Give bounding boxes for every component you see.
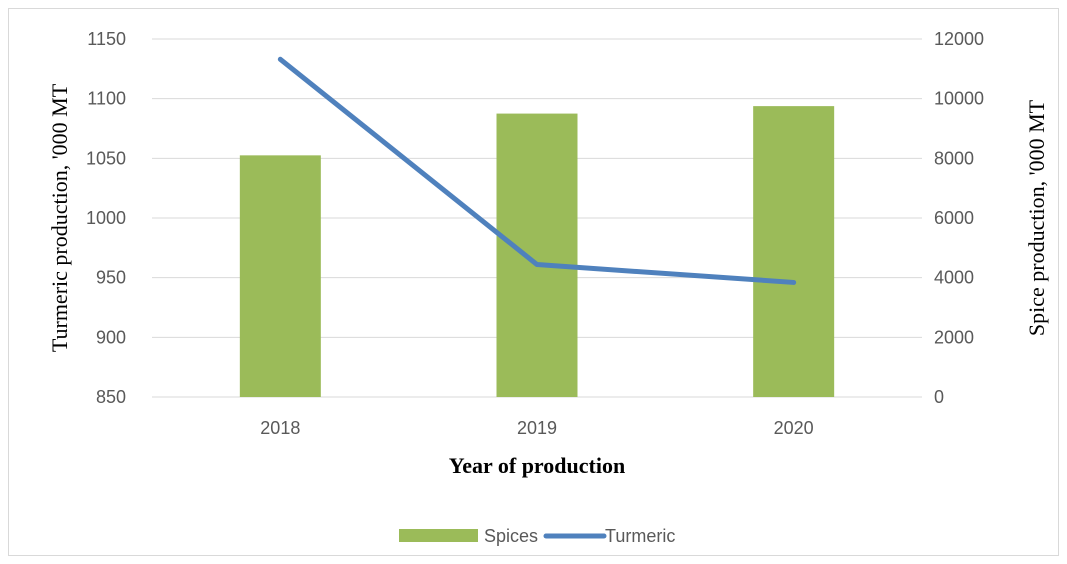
right-tick-label: 12000 [934, 29, 984, 49]
right-axis-ticks: 0 2000 4000 6000 8000 10000 12000 [934, 29, 984, 407]
spices-bar [239, 155, 321, 397]
turmeric-line-layer [277, 56, 797, 285]
turmeric-line [277, 56, 797, 285]
x-axis-ticks: 2018 2019 2020 [260, 418, 813, 438]
left-tick-label: 1150 [87, 29, 126, 49]
right-tick-label: 8000 [934, 148, 974, 168]
legend-swatch-spices [399, 529, 478, 542]
left-tick-label: 950 [96, 268, 126, 288]
left-tick-label: 1000 [86, 208, 126, 228]
left-axis-title: Turmeric production, '000 MT [47, 83, 72, 352]
legend-label-spices: Spices [484, 526, 538, 546]
left-tick-label: 850 [96, 387, 126, 407]
right-tick-label: 6000 [934, 208, 974, 228]
legend: Spices Turmeric [399, 526, 675, 546]
right-tick-label: 4000 [934, 268, 974, 288]
right-tick-label: 2000 [934, 327, 974, 347]
x-tick-label: 2019 [517, 418, 557, 438]
right-tick-label: 0 [934, 387, 944, 407]
right-tick-label: 10000 [934, 89, 984, 109]
left-tick-label: 900 [96, 327, 126, 347]
spices-bar [753, 106, 835, 397]
spices-bar [496, 113, 578, 397]
right-axis-title: Spice production, '000 MT [1024, 99, 1049, 336]
x-tick-label: 2018 [260, 418, 300, 438]
x-axis-title: Year of production [449, 453, 625, 478]
legend-label-turmeric: Turmeric [605, 526, 675, 546]
left-axis-ticks: 850 900 950 1000 1050 1100 1150 [86, 29, 126, 407]
spices-bars [239, 106, 835, 397]
left-tick-label: 1050 [86, 148, 126, 168]
left-tick-label: 1100 [87, 89, 126, 109]
x-tick-label: 2020 [774, 418, 814, 438]
